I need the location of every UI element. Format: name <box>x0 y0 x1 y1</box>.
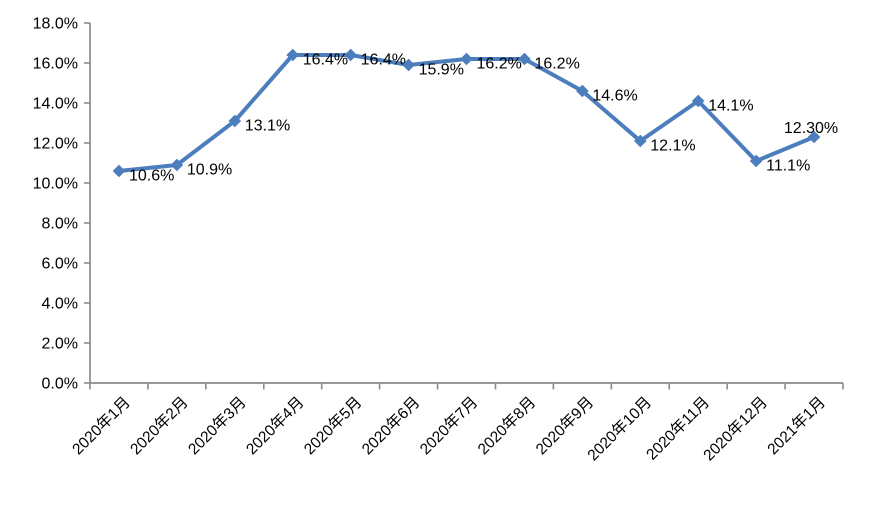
x-axis-category-label: 2021年1月 <box>764 393 829 458</box>
data-label: 16.2% <box>477 56 522 73</box>
data-label: 13.1% <box>245 118 290 135</box>
x-axis-category-label: 2020年3月 <box>185 393 250 458</box>
data-label: 12.1% <box>650 138 695 155</box>
data-point-marker <box>749 154 763 168</box>
data-point-marker <box>807 130 821 144</box>
y-axis-tick-label: 6.0% <box>42 256 78 273</box>
data-point-marker <box>286 48 300 62</box>
data-label: 15.9% <box>419 62 464 79</box>
data-point-marker <box>518 52 531 66</box>
y-axis-tick-label: 2.0% <box>42 336 78 353</box>
y-axis-tick-label: 12.0% <box>33 136 78 153</box>
data-point-marker <box>691 94 705 108</box>
data-point-marker <box>344 48 357 62</box>
data-label: 14.1% <box>708 98 753 115</box>
y-axis-tick-label: 16.0% <box>33 56 78 73</box>
data-label: 16.4% <box>361 52 406 69</box>
y-axis-tick-label: 10.0% <box>33 176 78 193</box>
data-label: 16.4% <box>303 52 348 69</box>
data-point-marker <box>228 114 242 128</box>
x-axis-category-label: 2020年6月 <box>358 393 423 458</box>
data-label: 16.2% <box>534 56 579 73</box>
y-axis-tick-label: 14.0% <box>33 96 78 113</box>
data-point-marker <box>576 84 589 98</box>
data-label: 10.9% <box>187 162 232 179</box>
y-axis-tick-label: 4.0% <box>42 296 78 313</box>
data-point-marker <box>633 134 647 148</box>
data-point-marker <box>460 52 473 66</box>
y-axis-tick-label: 0.0% <box>42 376 78 393</box>
data-point-marker <box>112 164 126 178</box>
x-axis-category-label: 2020年7月 <box>416 393 481 458</box>
x-axis-category-label: 2020年5月 <box>300 393 365 458</box>
x-axis-category-label: 2020年8月 <box>474 393 539 458</box>
x-axis-category-label: 2020年2月 <box>127 393 192 458</box>
data-point-marker <box>402 58 415 72</box>
x-axis-category-label: 2020年1月 <box>69 393 134 458</box>
y-axis-tick-label: 8.0% <box>42 216 78 233</box>
data-label: 12.30% <box>784 120 838 137</box>
data-label: 11.1% <box>766 158 810 175</box>
data-point-marker <box>170 158 184 172</box>
data-label: 14.6% <box>592 88 637 105</box>
data-label: 10.6% <box>129 168 174 185</box>
y-axis-tick-label: 18.0% <box>33 16 78 33</box>
x-axis-category-label: 2020年4月 <box>242 393 307 458</box>
